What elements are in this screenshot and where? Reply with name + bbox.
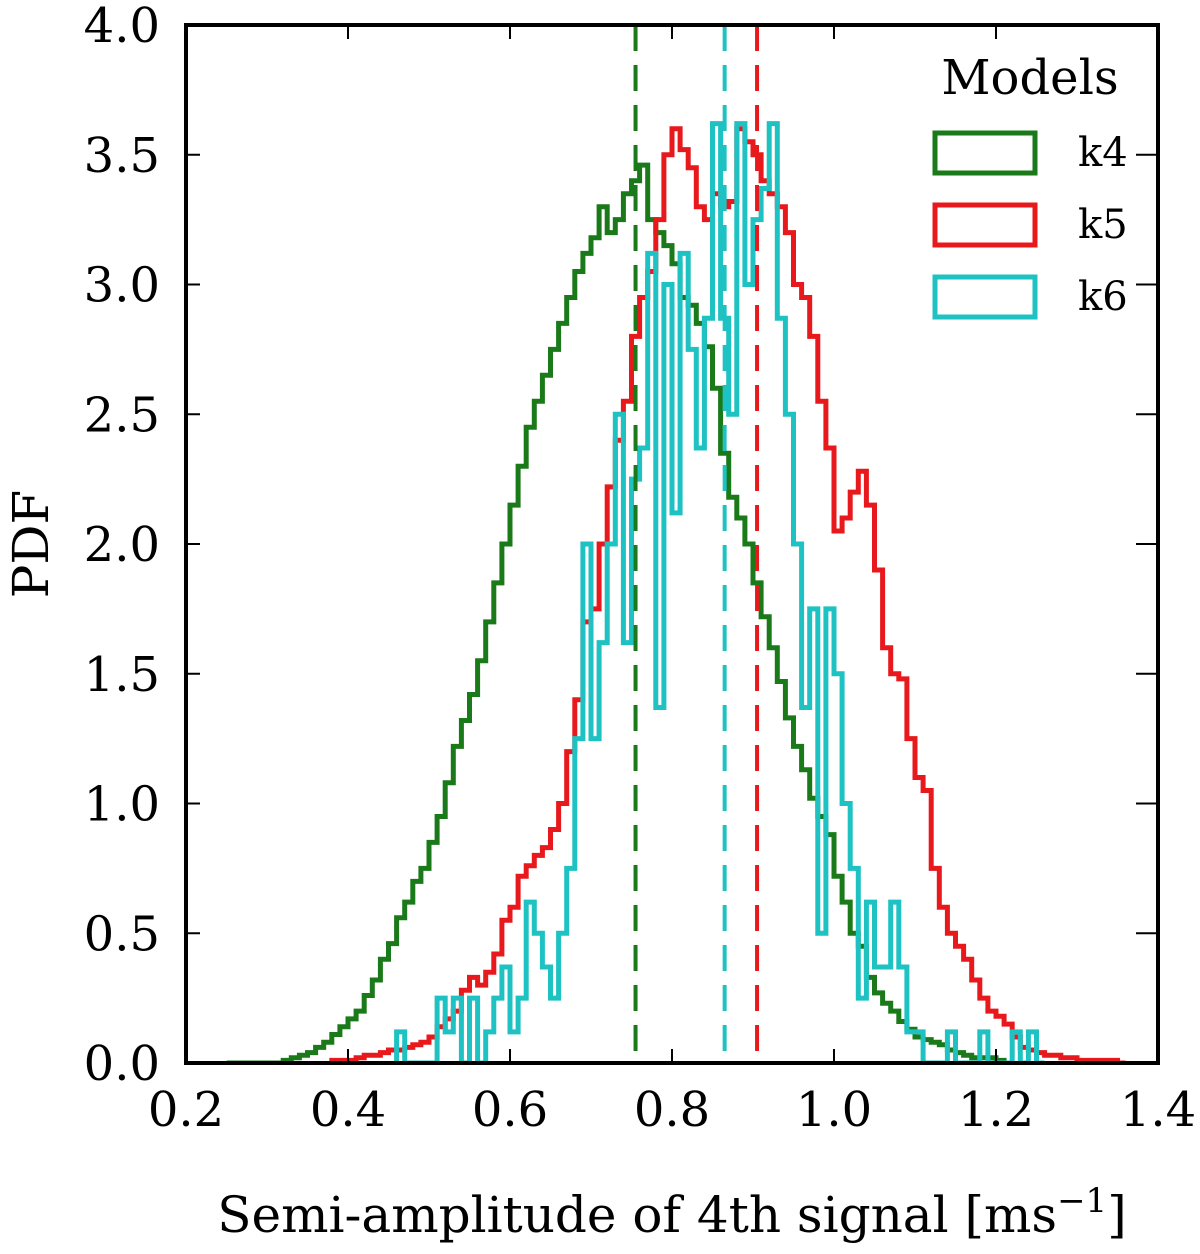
median-lines-group xyxy=(633,25,760,1063)
y-tick-label: 3.0 xyxy=(84,258,160,314)
histogram-outline-k4 xyxy=(226,162,1013,1063)
y-tick-label: 2.0 xyxy=(84,517,160,573)
x-tick-label: 0.6 xyxy=(472,1082,548,1138)
x-tick-label: 0.4 xyxy=(310,1082,386,1138)
legend-label-k5: k5 xyxy=(1078,202,1128,248)
legend-swatch-k5 xyxy=(932,202,1038,248)
histogram-series-group xyxy=(226,121,1126,1063)
y-tick-label: 4.0 xyxy=(84,0,160,54)
legend-swatch-k6 xyxy=(932,274,1038,320)
x-tick-label: 0.2 xyxy=(148,1082,224,1138)
y-tick-label: 3.5 xyxy=(84,128,160,184)
x-tick-label: 0.8 xyxy=(634,1082,710,1138)
legend-label-k6: k6 xyxy=(1078,274,1128,320)
legend: Models k4 k5 k6 xyxy=(932,50,1128,320)
tick-labels-group: 0.2 0.4 0.6 0.8 1.0 1.2 1.4 0.0 0.5 1.0 1.5 2.0 2.5 3… xyxy=(84,0,1197,1138)
y-tick-label: 2.5 xyxy=(84,387,160,443)
x-tick-label: 1.2 xyxy=(958,1082,1034,1138)
histogram-k6 xyxy=(394,121,1045,1063)
legend-swatch-k4 xyxy=(932,130,1038,176)
y-tick-label: 1.0 xyxy=(84,777,160,833)
x-tick-label: 1.4 xyxy=(1120,1082,1196,1138)
x-tick-label: 1.0 xyxy=(796,1082,872,1138)
legend-title: Models xyxy=(941,50,1118,106)
plot-frame xyxy=(184,23,1160,1065)
y-tick-label: 0.5 xyxy=(84,906,160,962)
y-axis-title: PDF xyxy=(2,490,60,598)
x-axis-title: Semi-amplitude of 4th signal [ms−1] xyxy=(217,1181,1126,1244)
y-tick-label: 1.5 xyxy=(84,647,160,703)
legend-label-k4: k4 xyxy=(1078,130,1128,176)
y-tick-label: 0.0 xyxy=(84,1036,160,1092)
histogram-outline-k6 xyxy=(394,121,1045,1063)
histogram-k4 xyxy=(226,162,1013,1063)
